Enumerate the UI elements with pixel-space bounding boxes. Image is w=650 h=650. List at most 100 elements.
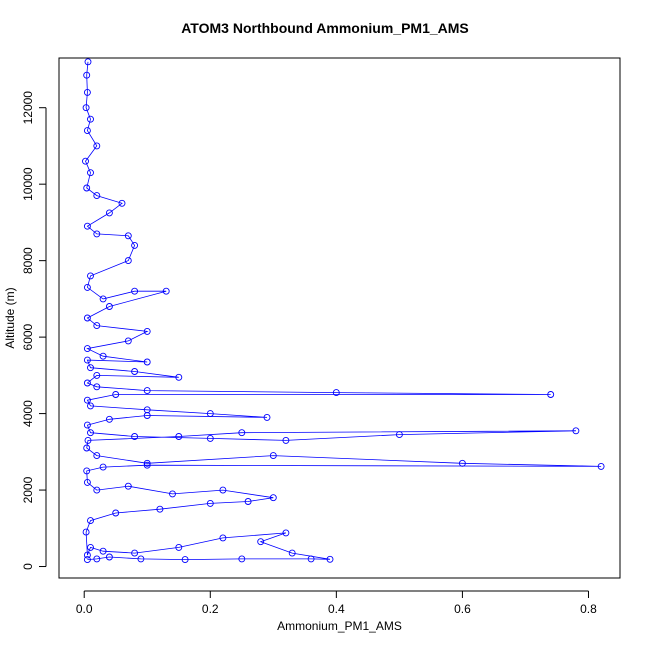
data-point xyxy=(87,402,94,410)
data-point xyxy=(282,529,290,537)
y-tick-label: 6000 xyxy=(21,323,35,350)
data-point xyxy=(282,436,290,444)
data-point xyxy=(99,352,107,360)
y-tick-label: 10000 xyxy=(21,167,35,201)
y-tick-label: 4000 xyxy=(21,400,35,427)
plot-frame xyxy=(58,57,621,579)
data-point xyxy=(124,337,132,345)
data-point xyxy=(175,373,183,381)
data-point xyxy=(597,462,605,470)
data-point xyxy=(83,314,91,322)
data-point xyxy=(87,169,94,177)
data-point xyxy=(83,345,91,353)
x-tick-label: 0.4 xyxy=(328,602,345,616)
data-point xyxy=(99,547,107,555)
data-point xyxy=(143,387,151,395)
data-point xyxy=(93,555,101,563)
data-point xyxy=(83,184,91,192)
series-line xyxy=(85,61,602,561)
data-point xyxy=(83,71,91,79)
data-point xyxy=(99,463,107,471)
data-point xyxy=(219,534,227,542)
data-point xyxy=(99,295,107,303)
data-point xyxy=(93,142,101,150)
data-point xyxy=(143,327,151,335)
data-point xyxy=(83,283,91,291)
data-point xyxy=(105,303,113,310)
data-point xyxy=(83,478,91,486)
data-point xyxy=(206,499,214,507)
data-point xyxy=(326,555,334,563)
data-point xyxy=(288,549,296,557)
data-point xyxy=(93,383,101,391)
y-tick-label: 8000 xyxy=(21,247,35,274)
x-tick-label: 0.0 xyxy=(76,602,93,616)
data-point xyxy=(175,543,183,551)
data-point xyxy=(82,104,90,112)
data-point xyxy=(87,517,94,525)
data-point xyxy=(93,371,101,379)
data-point xyxy=(87,429,94,437)
data-point xyxy=(87,272,94,280)
data-point xyxy=(83,222,91,230)
data-point xyxy=(82,157,89,165)
x-tick-label: 0.2 xyxy=(202,602,219,616)
data-point xyxy=(175,433,183,440)
data-point xyxy=(84,58,92,66)
data-point xyxy=(458,459,466,467)
data-point xyxy=(105,415,113,423)
data-point xyxy=(83,396,91,404)
data-point xyxy=(84,436,92,444)
data-point xyxy=(547,391,555,398)
data-point xyxy=(238,429,246,437)
data-point xyxy=(206,410,214,418)
data-point xyxy=(244,498,252,505)
data-point xyxy=(93,322,101,330)
data-point xyxy=(83,421,91,429)
data-point xyxy=(263,413,271,421)
data-point xyxy=(269,452,277,460)
data-point xyxy=(572,427,580,435)
data-point xyxy=(143,358,151,366)
data-point xyxy=(87,115,94,123)
x-axis-label: Ammonium_PM1_AMS xyxy=(277,619,402,633)
data-point xyxy=(82,528,90,536)
data-point xyxy=(238,555,246,563)
data-point xyxy=(93,486,101,494)
data-point xyxy=(181,556,189,564)
data-point xyxy=(112,509,120,517)
data-point xyxy=(206,434,214,442)
y-tick-label: 2000 xyxy=(21,476,35,503)
data-point xyxy=(131,549,139,557)
data-point xyxy=(124,482,132,490)
data-point xyxy=(93,192,101,200)
data-point xyxy=(395,431,403,439)
y-tick-label: 12000 xyxy=(21,91,35,125)
data-point xyxy=(169,490,176,498)
data-point xyxy=(131,368,139,375)
data-point xyxy=(131,287,139,295)
data-point xyxy=(257,538,265,546)
data-point xyxy=(143,406,151,414)
data-point xyxy=(137,555,145,563)
data-point xyxy=(118,199,126,207)
data-point xyxy=(162,287,170,295)
data-point xyxy=(83,551,91,559)
data-point xyxy=(83,379,91,387)
data-point xyxy=(143,459,151,467)
x-tick-label: 0.6 xyxy=(454,602,471,616)
data-point xyxy=(269,494,277,502)
data-point xyxy=(131,241,139,249)
chart-title: ATOM3 Northbound Ammonium_PM1_AMS xyxy=(181,20,469,36)
data-point xyxy=(131,433,139,440)
data-point xyxy=(93,452,101,460)
data-point xyxy=(332,389,340,397)
data-point xyxy=(105,553,113,561)
x-tick-label: 0.8 xyxy=(580,602,597,616)
data-point xyxy=(219,486,227,494)
data-point xyxy=(83,444,91,452)
data-point xyxy=(124,232,132,240)
data-point xyxy=(87,543,94,551)
